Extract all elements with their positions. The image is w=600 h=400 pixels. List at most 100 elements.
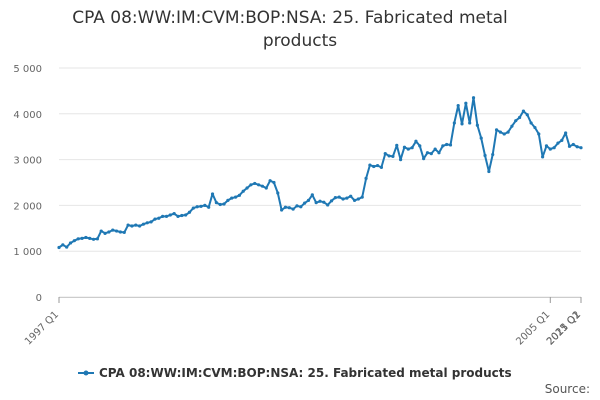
data-point[interactable]: [172, 212, 176, 216]
data-point[interactable]: [233, 195, 238, 199]
data-point[interactable]: [306, 198, 311, 202]
data-point[interactable]: [237, 193, 241, 197]
data-point[interactable]: [264, 186, 268, 190]
data-point[interactable]: [84, 235, 88, 240]
data-point[interactable]: [541, 155, 545, 159]
data-point[interactable]: [529, 121, 533, 125]
data-point[interactable]: [464, 101, 468, 105]
data-point[interactable]: [222, 202, 226, 206]
data-point[interactable]: [214, 201, 218, 205]
data-point[interactable]: [383, 152, 387, 156]
data-point[interactable]: [437, 151, 441, 155]
legend[interactable]: CPA 08:WW:IM:CVM:BOP:NSA: 25. Fabricated…: [78, 366, 512, 380]
data-point[interactable]: [544, 144, 549, 148]
data-point[interactable]: [368, 163, 372, 167]
data-point[interactable]: [487, 169, 491, 174]
data-point[interactable]: [99, 229, 103, 233]
data-point[interactable]: [479, 136, 483, 140]
data-point[interactable]: [176, 214, 180, 218]
data-point[interactable]: [122, 230, 126, 235]
data-point[interactable]: [533, 125, 537, 130]
data-point[interactable]: [333, 196, 337, 200]
data-point[interactable]: [88, 236, 92, 240]
data-point[interactable]: [180, 213, 184, 218]
data-point[interactable]: [475, 123, 479, 127]
data-point[interactable]: [564, 131, 568, 135]
data-point[interactable]: [379, 165, 384, 169]
data-point[interactable]: [291, 207, 295, 211]
data-point[interactable]: [268, 179, 272, 183]
data-point[interactable]: [456, 103, 460, 108]
data-point[interactable]: [571, 142, 575, 147]
data-point[interactable]: [207, 205, 211, 209]
data-point[interactable]: [153, 217, 157, 221]
data-point[interactable]: [395, 143, 399, 148]
data-point[interactable]: [418, 144, 422, 148]
data-point[interactable]: [299, 205, 303, 209]
data-point[interactable]: [187, 210, 192, 214]
data-point[interactable]: [161, 214, 165, 218]
data-point[interactable]: [391, 154, 395, 158]
data-point[interactable]: [429, 152, 433, 156]
data-point[interactable]: [502, 132, 506, 136]
data-point[interactable]: [210, 192, 215, 196]
data-point[interactable]: [406, 147, 410, 151]
source-label[interactable]: Source:: [545, 382, 590, 396]
data-point[interactable]: [514, 119, 518, 123]
data-point[interactable]: [184, 213, 188, 217]
data-point[interactable]: [326, 203, 330, 207]
data-point[interactable]: [65, 245, 69, 249]
data-point[interactable]: [245, 186, 249, 190]
data-point[interactable]: [498, 130, 502, 134]
data-point[interactable]: [61, 243, 65, 247]
data-point[interactable]: [521, 109, 526, 113]
data-point[interactable]: [452, 121, 456, 125]
data-point[interactable]: [76, 237, 80, 241]
data-point[interactable]: [448, 143, 453, 147]
data-point[interactable]: [114, 229, 119, 233]
data-point[interactable]: [402, 145, 407, 149]
data-point[interactable]: [103, 231, 107, 235]
data-point[interactable]: [276, 191, 280, 195]
data-point[interactable]: [141, 222, 146, 226]
data-point[interactable]: [425, 151, 430, 155]
data-point[interactable]: [91, 237, 96, 241]
data-point[interactable]: [345, 196, 349, 200]
data-point[interactable]: [422, 157, 426, 161]
data-point[interactable]: [95, 237, 99, 241]
data-point[interactable]: [441, 144, 445, 148]
data-point[interactable]: [445, 142, 449, 147]
data-point[interactable]: [111, 228, 115, 232]
data-point[interactable]: [552, 146, 556, 150]
data-point[interactable]: [360, 195, 364, 199]
data-point[interactable]: [318, 199, 322, 203]
data-point[interactable]: [468, 121, 472, 125]
data-point[interactable]: [126, 223, 130, 227]
data-point[interactable]: [575, 145, 579, 149]
data-point[interactable]: [375, 163, 380, 168]
data-point[interactable]: [556, 141, 560, 145]
data-point[interactable]: [349, 194, 353, 198]
data-point[interactable]: [138, 224, 142, 228]
data-point[interactable]: [218, 202, 222, 207]
data-point[interactable]: [303, 201, 307, 205]
data-point[interactable]: [433, 147, 437, 151]
data-point[interactable]: [567, 144, 572, 148]
data-point[interactable]: [310, 193, 314, 197]
data-point[interactable]: [203, 203, 207, 207]
data-point[interactable]: [57, 245, 61, 250]
data-point[interactable]: [134, 223, 138, 227]
data-point[interactable]: [460, 122, 464, 126]
data-point[interactable]: [356, 197, 360, 201]
data-point[interactable]: [287, 206, 291, 210]
data-point[interactable]: [226, 198, 230, 202]
data-point[interactable]: [410, 146, 414, 150]
data-point[interactable]: [352, 198, 357, 202]
data-point[interactable]: [107, 230, 111, 234]
data-point[interactable]: [372, 164, 376, 169]
data-point[interactable]: [272, 180, 276, 185]
data-point[interactable]: [314, 201, 318, 205]
data-point[interactable]: [260, 184, 265, 188]
data-point[interactable]: [168, 213, 172, 217]
data-point[interactable]: [494, 128, 499, 132]
